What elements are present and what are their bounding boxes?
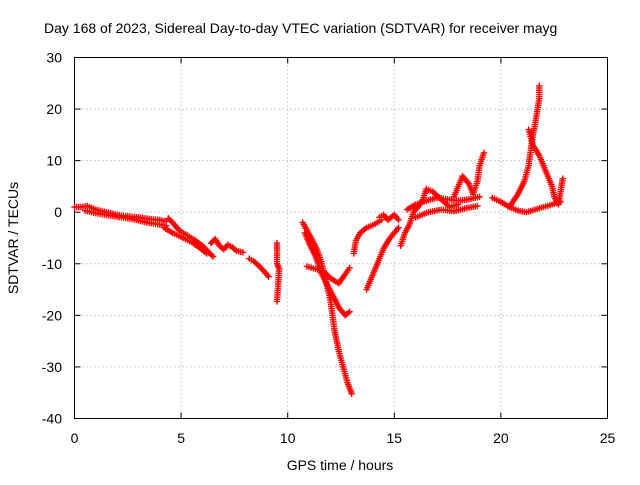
data-point [265,273,272,280]
data-point [395,224,402,231]
x-tick-label: 25 [600,430,616,446]
data-points [71,82,566,397]
grid [74,57,608,419]
y-tick-label: 10 [46,153,62,169]
data-point [273,298,281,305]
y-tick-label: -30 [42,359,62,375]
x-tick-label: 15 [387,430,403,446]
data-point [176,227,183,234]
y-tick-label: 30 [46,50,62,66]
data-point [231,246,239,253]
data-point [348,390,355,397]
y-axis-label: SDTVAR / TECUs [5,182,21,294]
data-point [167,217,175,225]
y-tick-label: 20 [46,101,62,117]
data-point [346,264,353,272]
axis-ticks: 0 5 10 15 20 25 -40 -30 -20 -10 0 10 20 30 [42,50,616,447]
y-tick-label: -10 [42,256,62,272]
x-tick-label: 0 [71,430,79,446]
data-point [480,149,488,157]
data-point [346,308,353,315]
plot-frame [74,57,608,419]
data-point [559,175,566,182]
x-tick-label: 5 [177,430,185,446]
data-point [208,251,215,259]
x-tick-label: 20 [493,430,509,446]
data-point [239,249,247,256]
y-tick-label: -20 [42,307,62,323]
data-point [476,193,483,200]
data-point [344,309,352,317]
y-tick-label: -40 [42,411,62,427]
x-axis-label: GPS time / hours [287,457,394,473]
data-point [395,216,402,224]
data-point [253,260,260,267]
data-point [209,253,217,260]
x-tick-label: 10 [280,430,296,446]
data-point [474,202,481,210]
y-tick-label: 0 [54,204,62,220]
chart-title: Day 168 of 2023, Sidereal Day-to-day VTE… [44,20,557,36]
data-point [536,82,543,90]
data-point [203,250,210,257]
